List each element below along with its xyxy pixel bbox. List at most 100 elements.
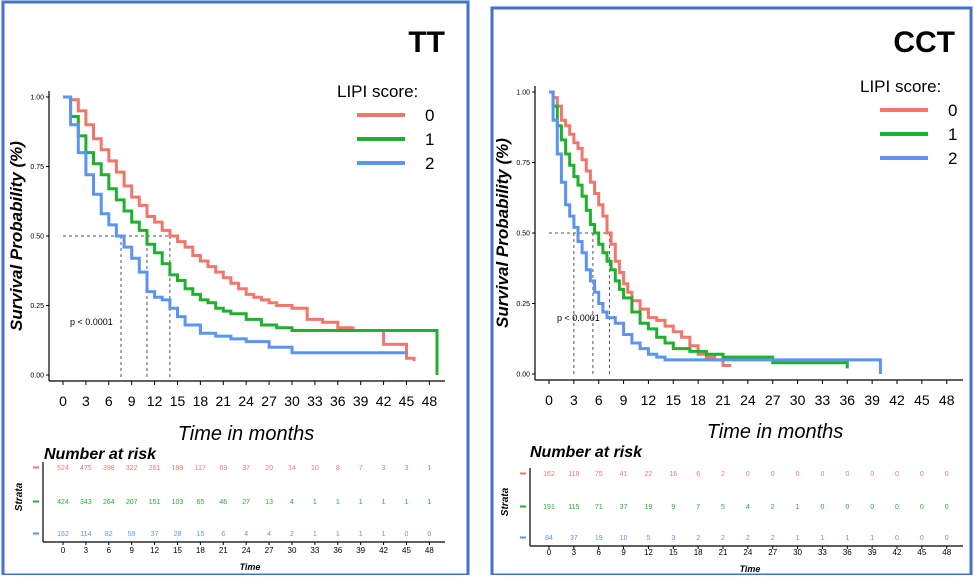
risk-count: 20 (265, 465, 273, 472)
y-tick-label: 0.75 (516, 160, 530, 167)
risk-x-tick-label: 9 (129, 546, 134, 555)
x-axis-label: Time in months (178, 423, 315, 445)
risk-x-tick-label: 21 (219, 546, 228, 555)
risk-count: 4 (746, 504, 750, 511)
risk-table-x-label: Time (740, 564, 761, 574)
risk-count: 2 (696, 535, 700, 542)
risk-count: 0 (845, 471, 849, 478)
km-curve-score-1 (63, 95, 439, 375)
risk-count: 0 (870, 471, 874, 478)
x-tick-label: 45 (399, 393, 415, 409)
risk-x-tick-label: 21 (719, 548, 728, 557)
risk-x-tick-label: 3 (84, 546, 89, 555)
x-tick-label: 24 (238, 393, 254, 409)
risk-count: 162 (543, 471, 555, 478)
risk-count: 2 (721, 535, 725, 542)
risk-count: 8 (336, 465, 340, 472)
x-tick-label: 15 (170, 393, 186, 409)
legend-label-1: 1 (948, 125, 957, 144)
x-tick-label: 27 (765, 392, 781, 408)
risk-count: 0 (895, 504, 899, 511)
x-tick-label: 48 (422, 393, 438, 409)
x-tick-label: 48 (939, 392, 955, 408)
risk-count: 10 (620, 535, 628, 542)
risk-count: 3 (671, 535, 675, 542)
legend-label-0: 0 (425, 106, 434, 125)
km-curve-score-2 (63, 95, 407, 355)
y-tick-label: 0.75 (30, 164, 44, 171)
km-curve-score-2 (549, 90, 882, 374)
x-tick-label: 42 (376, 393, 392, 409)
legend-label-2: 2 (425, 154, 434, 173)
x-tick-label: 6 (105, 393, 113, 409)
risk-x-tick-label: 27 (768, 548, 777, 557)
risk-count: 524 (57, 465, 69, 472)
y-axis-label: Survival Probability (%) (493, 138, 512, 328)
risk-x-tick-label: 6 (596, 548, 601, 557)
risk-count: 46 (219, 499, 227, 506)
risk-count: 19 (645, 504, 653, 511)
km-curve-score-0 (63, 95, 416, 362)
risk-x-tick-label: 42 (893, 548, 902, 557)
risk-count: 0 (746, 471, 750, 478)
y-tick-label: 1.00 (516, 90, 530, 97)
risk-count: 162 (57, 531, 69, 538)
risk-count: 59 (128, 531, 136, 538)
risk-count: 1 (313, 499, 317, 506)
risk-x-tick-label: 12 (150, 546, 159, 555)
risk-x-tick-label: 9 (621, 548, 626, 557)
y-tick-label: 0.25 (30, 303, 44, 310)
risk-count: 9 (671, 504, 675, 511)
risk-count: 1 (382, 499, 386, 506)
risk-count: 15 (196, 531, 204, 538)
risk-count: 0 (845, 504, 849, 511)
risk-x-tick-label: 15 (669, 548, 678, 557)
risk-count: 199 (172, 465, 184, 472)
x-tick-label: 12 (641, 392, 657, 408)
legend-title: LIPI score: (337, 82, 418, 101)
legend-label-1: 1 (425, 130, 434, 149)
risk-count: 0 (427, 531, 431, 538)
legend-label-2: 2 (948, 149, 957, 168)
panel-tt: TT0.000.250.500.751.000 3 6 9 12 15 18 21 24 27 30… (1, 0, 470, 577)
risk-count: 115 (568, 504, 579, 511)
risk-count: 0 (771, 471, 775, 478)
risk-table-title: Number at risk (530, 444, 643, 461)
risk-count: 19 (595, 535, 603, 542)
x-tick-label: 36 (330, 393, 346, 409)
risk-count: 0 (945, 535, 949, 542)
p-value-label: p < 0.0001 (70, 317, 113, 327)
risk-count: 4 (267, 531, 271, 538)
risk-count: 398 (103, 465, 115, 472)
risk-count: 0 (820, 504, 824, 511)
risk-count: 0 (945, 504, 949, 511)
risk-count: 6 (696, 471, 700, 478)
risk-x-tick-label: 30 (288, 546, 297, 555)
risk-count: 37 (620, 504, 628, 511)
risk-count: 322 (126, 465, 138, 472)
y-tick-label: 0.00 (516, 372, 530, 379)
x-tick-label: 21 (715, 392, 731, 408)
risk-x-tick-label: 15 (173, 546, 182, 555)
strata-label: Strata (14, 482, 25, 511)
risk-count: 1 (427, 465, 431, 472)
risk-count: 191 (543, 504, 555, 511)
risk-count: 1 (405, 499, 409, 506)
risk-count: 3 (405, 465, 409, 472)
risk-count: 37 (242, 465, 250, 472)
x-tick-label: 9 (128, 393, 136, 409)
risk-count: 1 (820, 535, 824, 542)
risk-count: 27 (242, 499, 250, 506)
risk-count: 28 (174, 531, 182, 538)
y-tick-label: 0.25 (516, 301, 530, 308)
risk-count: 261 (149, 465, 161, 472)
risk-count: 14 (288, 465, 296, 472)
risk-x-tick-label: 45 (917, 548, 926, 557)
x-tick-label: 27 (261, 393, 277, 409)
x-tick-label: 30 (790, 392, 806, 408)
risk-table-x-label: Time (240, 562, 261, 572)
risk-x-tick-label: 30 (793, 548, 802, 557)
y-tick-label: 0.50 (30, 234, 44, 241)
x-tick-label: 45 (914, 392, 930, 408)
risk-count: 69 (219, 465, 227, 472)
